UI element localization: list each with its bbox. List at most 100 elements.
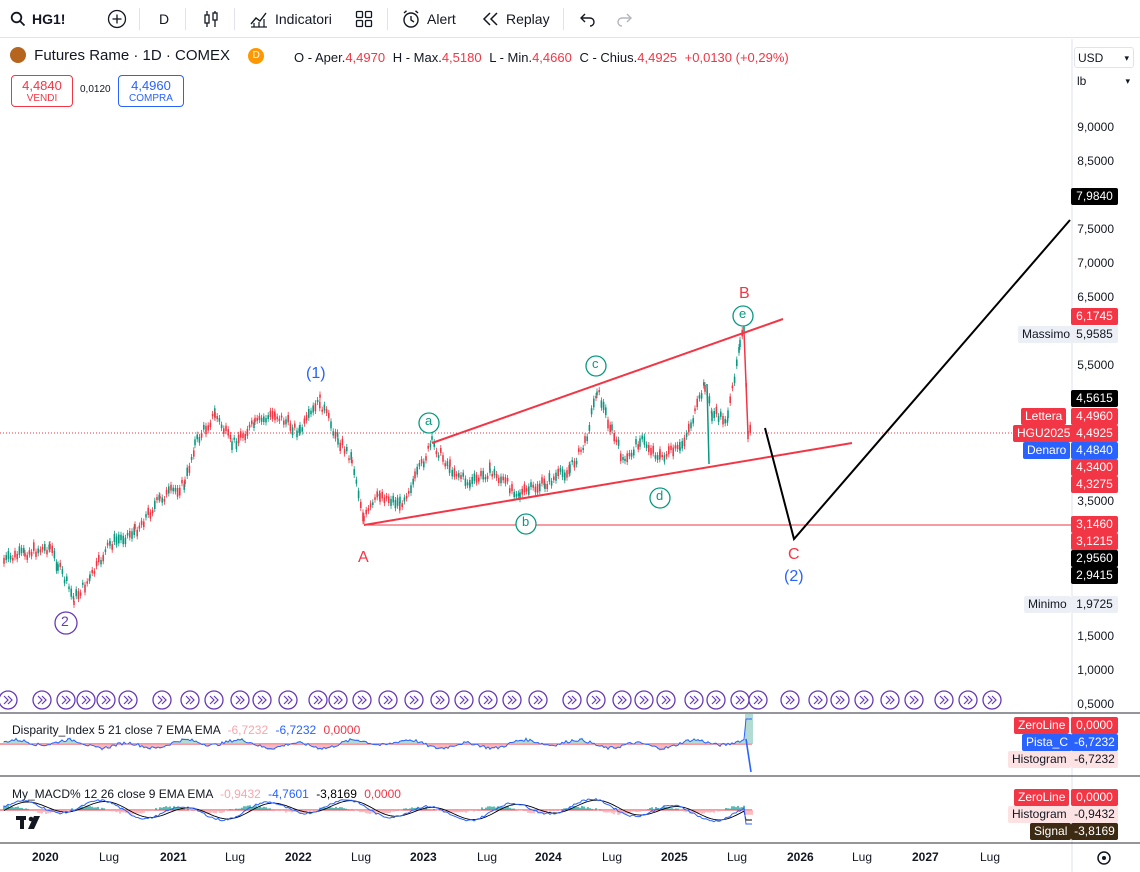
wave-label-c[interactable]: c [592,356,599,371]
spread-value: 0,0120 [80,84,111,95]
sell-price: 4,4840 [22,78,62,93]
candle-body [665,454,668,457]
tradingview-logo[interactable] [16,816,40,829]
chart-area[interactable]: Futures Rame · 1D · COMEX D O - Aper.4,4… [0,39,1140,872]
macd-legend[interactable]: My_MACD% 12 26 close 9 EMA EMA -0,9432 -… [12,787,401,801]
wave-label-e[interactable]: e [739,306,747,321]
x-tick: 2024 [535,850,562,864]
forward-marker-arrow [7,695,13,705]
candle-body [442,455,444,462]
wave-label-2[interactable]: (2) [784,568,804,585]
chart-type-button[interactable] [202,0,220,38]
wave-label-1[interactable]: (1) [306,365,326,382]
currency-select[interactable]: USD ▾ [1074,47,1134,68]
wave-label-a[interactable]: a [425,413,433,428]
disp-pista-label: Pista_C [1022,734,1073,751]
macd-plot [0,797,753,825]
buy-button[interactable]: 4,4960 COMPRA [118,75,184,107]
forward-marker-arrow [487,695,493,705]
wave-label-b[interactable]: b [522,514,530,529]
candle-body [462,472,464,477]
candle-body [726,419,729,423]
buy-price: 4,4960 [131,78,171,93]
candle-body [598,390,600,393]
forward-marker-arrow [943,695,949,705]
y-tick: 3,5000 [1077,494,1114,508]
forward-marker-arrow [967,695,973,705]
candle-body [672,447,674,457]
candle-body [502,476,504,481]
x-tick: Lug [852,850,873,864]
lower-trendline[interactable] [363,442,853,526]
candle-body [248,424,251,428]
candle-body [367,508,370,512]
candle-body [200,432,203,438]
redo-icon [617,13,632,27]
wave-label-d[interactable]: d [656,488,664,503]
candle-body [181,479,183,484]
candle-body [360,501,362,508]
candle-body [134,524,136,529]
indicators-label: Indicatori [275,11,332,27]
rewind-icon [482,12,498,26]
candle-body [532,484,534,488]
sell-button[interactable]: 4,4840 VENDI [11,75,73,107]
compare-button[interactable] [107,0,127,38]
candle-body [136,529,138,537]
wave-label-C[interactable]: C [788,546,800,563]
y-tick: 7,5000 [1077,222,1114,236]
candle-body [267,415,269,419]
forward-marker-arrow [61,695,67,705]
unit-select[interactable]: lb ▾ [1074,71,1134,92]
candle-body [489,468,491,473]
candle-body [541,477,543,484]
macd-line [3,797,752,825]
candle-body [747,431,749,440]
interval-button[interactable]: D [159,0,169,38]
forward-marker-arrow [715,695,721,705]
candle-body [590,408,593,415]
wave-label-A[interactable]: A [358,549,369,566]
forward-marker-arrow [885,695,891,705]
candle-body [278,418,281,421]
upper-trendline[interactable] [431,318,784,444]
symbol-search[interactable]: HG1! [10,0,65,38]
forward-marker-arrow [409,695,415,705]
forward-marker-arrow [459,695,465,705]
wave-label-2-circle[interactable]: 2 [61,613,69,629]
candle-body [172,487,174,492]
layouts-button[interactable] [355,0,373,38]
candle-body [353,469,355,475]
disparity-value-1: -6,7232 [227,723,269,737]
replay-button[interactable]: Replay [482,0,550,38]
chart-legend[interactable]: Futures Rame · 1D · COMEX D [10,47,265,64]
candle-body [314,403,317,412]
candle-body [351,459,353,464]
candle-body [12,558,14,561]
candle-body [253,422,255,428]
forward-marker-arrow [835,695,841,705]
candle-body [486,475,489,479]
candle-body [694,408,696,412]
wave-c-circle [585,355,607,377]
gear-icon[interactable] [1097,851,1111,865]
x-tick: Lug [602,850,623,864]
alert-button[interactable]: Alert [401,0,456,38]
disparity-legend[interactable]: Disparity_Index 5 21 close 7 EMA EMA -6,… [12,723,360,737]
undo-icon [580,13,595,27]
indicators-button[interactable]: Indicatori [249,0,332,38]
undo-button[interactable] [578,0,596,38]
y-tick: 0,5000 [1077,697,1114,711]
wave-label-B[interactable]: B [739,285,750,302]
disparity-value-3: 0,0000 [323,723,361,737]
candle-body [308,409,310,418]
projection-path[interactable] [764,219,1071,542]
candle-body [383,497,386,504]
forward-marker-arrow [483,695,489,705]
chevron-down-icon: ▾ [1124,53,1129,63]
forward-marker-arrow [753,695,759,705]
forward-marker-arrow [909,695,915,705]
redo-button[interactable] [616,0,634,38]
forward-marker-arrow [157,695,163,705]
price-chart-canvas[interactable] [0,39,1140,872]
